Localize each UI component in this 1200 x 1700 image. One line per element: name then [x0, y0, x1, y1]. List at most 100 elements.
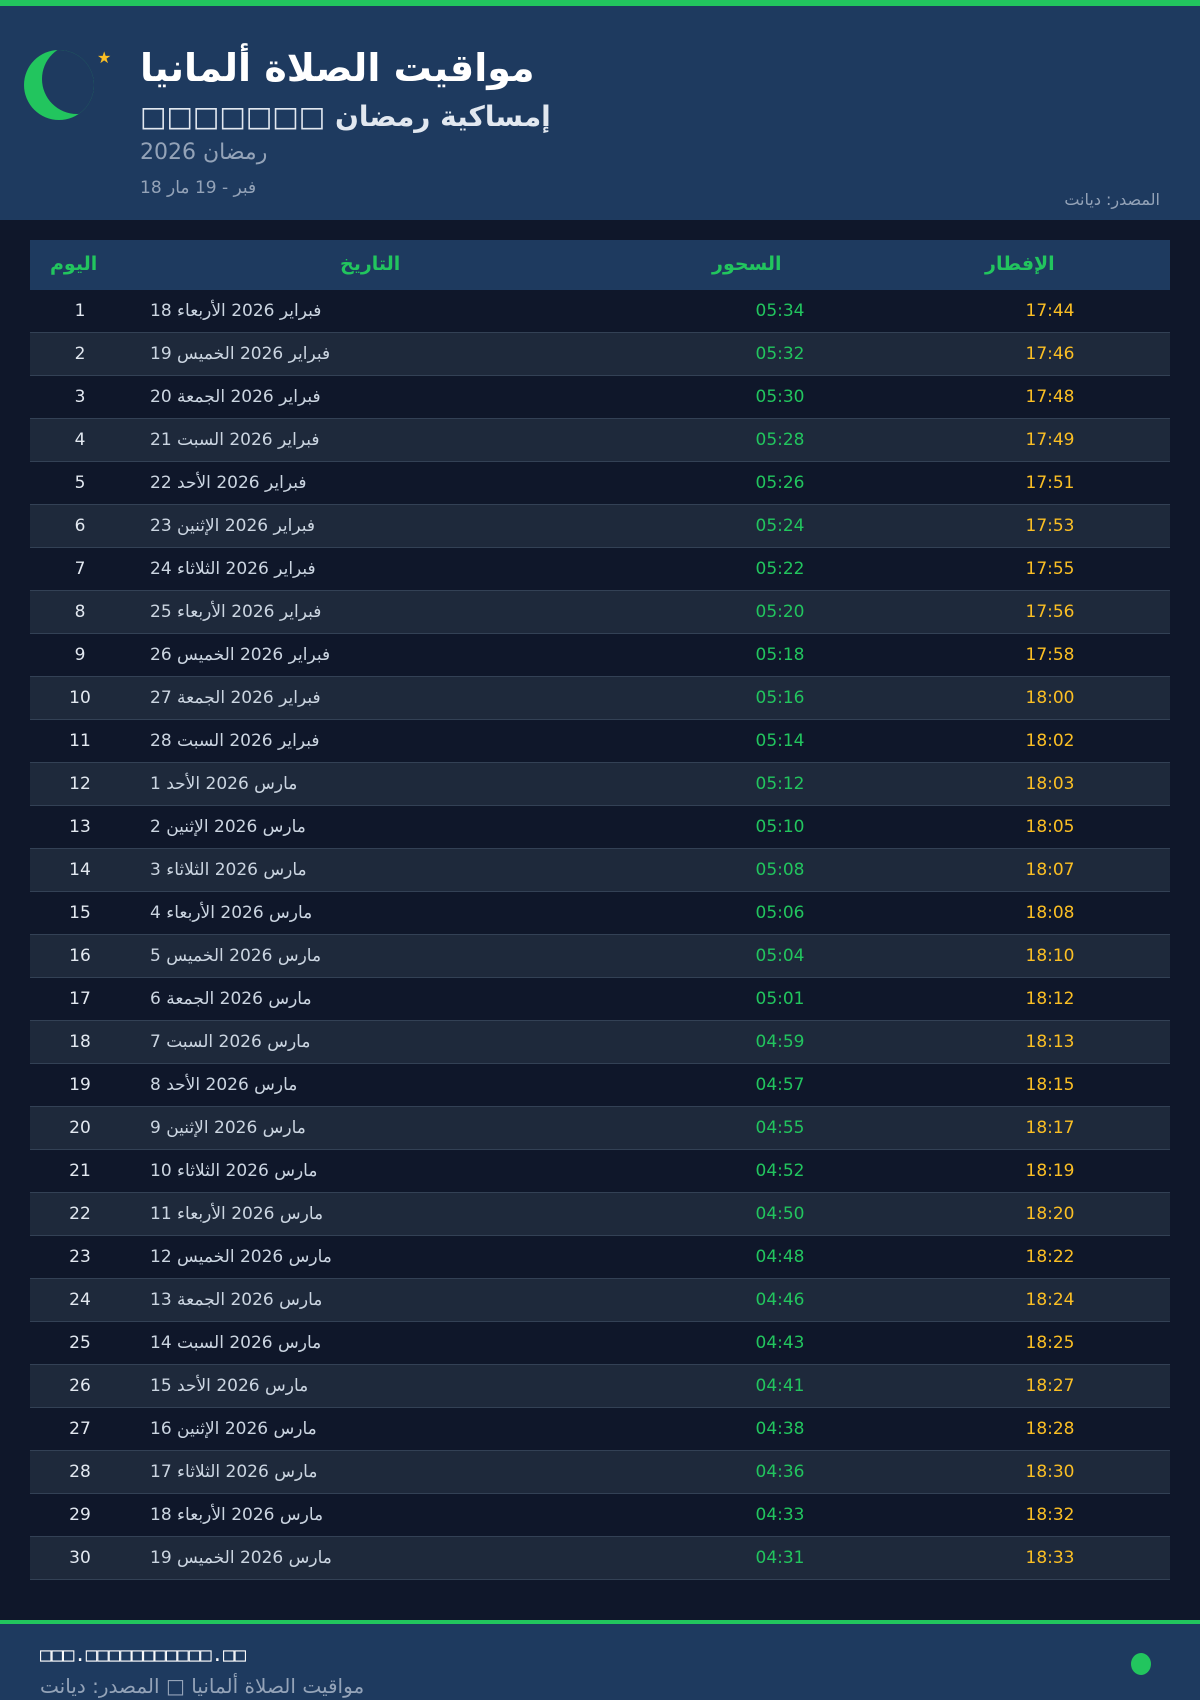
cell-suhoor: 04:38: [755, 1419, 805, 1439]
date-range: 18 فبر - 19 مار: [140, 178, 257, 198]
footer-text: مواقيت الصلاة ألمانيا □ المصدر: ديانت: [40, 1674, 365, 1698]
table-row: 5 22 فبراير 2026 الأحد 05:26 17:51: [30, 462, 1170, 505]
table-row: 4 21 فبراير 2026 السبت 05:28 17:49: [30, 419, 1170, 462]
cell-iftar: 18:20: [1025, 1204, 1075, 1224]
cell-day: 3: [74, 387, 86, 407]
cell-suhoor: 05:24: [755, 516, 805, 536]
cell-iftar: 18:27: [1025, 1376, 1075, 1396]
cell-suhoor: 05:28: [755, 430, 805, 450]
table-row: 18 7 مارس 2026 السبت 04:59 18:13: [30, 1021, 1170, 1064]
cell-iftar: 18:03: [1025, 774, 1075, 794]
source-label: المصدر: ديانت: [1064, 190, 1160, 209]
cell-suhoor: 04:48: [755, 1247, 805, 1267]
cell-date: 15 مارس 2026 الأحد: [150, 1376, 309, 1396]
cell-date: 17 مارس 2026 الثلاثاء: [150, 1462, 318, 1482]
cell-iftar: 18:00: [1025, 688, 1075, 708]
header-date: التاريخ: [340, 253, 401, 275]
cell-date: 3 مارس 2026 الثلاثاء: [150, 860, 307, 880]
top-accent-bar: [0, 0, 1200, 6]
table-row: 22 11 مارس 2026 الأربعاء 04:50 18:20: [30, 1193, 1170, 1236]
cell-day: 27: [69, 1419, 91, 1439]
table-row: 11 28 فبراير 2026 السبت 05:14 18:02: [30, 720, 1170, 763]
table-row: 29 18 مارس 2026 الأربعاء 04:33 18:32: [30, 1494, 1170, 1537]
cell-iftar: 17:49: [1025, 430, 1075, 450]
footer-accent-line: [0, 1620, 1200, 1624]
cell-date: 12 مارس 2026 الخميس: [150, 1247, 332, 1267]
cell-date: 28 فبراير 2026 السبت: [150, 731, 320, 751]
cell-day: 20: [69, 1118, 91, 1138]
cell-day: 15: [69, 903, 91, 923]
status-dot-icon: [1131, 1653, 1151, 1675]
cell-suhoor: 04:43: [755, 1333, 805, 1353]
cell-iftar: 18:33: [1025, 1548, 1075, 1568]
cell-suhoor: 04:50: [755, 1204, 805, 1224]
cell-iftar: 18:08: [1025, 903, 1075, 923]
cell-iftar: 17:58: [1025, 645, 1075, 665]
cell-iftar: 18:19: [1025, 1161, 1075, 1181]
header-day: اليوم: [50, 253, 98, 275]
cell-iftar: 17:55: [1025, 559, 1075, 579]
cell-day: 2: [74, 344, 86, 364]
cell-suhoor: 05:10: [755, 817, 805, 837]
cell-suhoor: 04:36: [755, 1462, 805, 1482]
cell-suhoor: 04:33: [755, 1505, 805, 1525]
cell-suhoor: 04:55: [755, 1118, 805, 1138]
cell-iftar: 17:53: [1025, 516, 1075, 536]
cell-suhoor: 05:16: [755, 688, 805, 708]
cell-date: 7 مارس 2026 السبت: [150, 1032, 311, 1052]
cell-date: 24 فبراير 2026 الثلاثاء: [150, 559, 316, 579]
cell-iftar: 17:51: [1025, 473, 1075, 493]
cell-suhoor: 04:41: [755, 1376, 805, 1396]
header-iftar: الإفطار: [985, 253, 1055, 275]
cell-day: 8: [74, 602, 86, 622]
cell-day: 29: [69, 1505, 91, 1525]
cell-date: 11 مارس 2026 الأربعاء: [150, 1204, 324, 1224]
cell-suhoor: 04:57: [755, 1075, 805, 1095]
table-row: 17 6 مارس 2026 الجمعة 05:01 18:12: [30, 978, 1170, 1021]
table-header: اليوم التاريخ السحور الإفطار: [30, 240, 1170, 290]
cell-day: 16: [69, 946, 91, 966]
table-row: 14 3 مارس 2026 الثلاثاء 05:08 18:07: [30, 849, 1170, 892]
cell-date: 25 فبراير 2026 الأربعاء: [150, 602, 322, 622]
cell-suhoor: 05:18: [755, 645, 805, 665]
cell-suhoor: 04:31: [755, 1548, 805, 1568]
table-row: 1 18 فبراير 2026 الأربعاء 05:34 17:44: [30, 290, 1170, 333]
cell-day: 12: [69, 774, 91, 794]
cell-day: 6: [74, 516, 86, 536]
table-row: 2 19 فبراير 2026 الخميس 05:32 17:46: [30, 333, 1170, 376]
cell-iftar: 18:28: [1025, 1419, 1075, 1439]
cell-date: 23 فبراير 2026 الإثنين: [150, 516, 315, 536]
cell-iftar: 18:30: [1025, 1462, 1075, 1482]
table-row: 12 1 مارس 2026 الأحد 05:12 18:03: [30, 763, 1170, 806]
cell-date: 10 مارس 2026 الثلاثاء: [150, 1161, 318, 1181]
cell-day: 23: [69, 1247, 91, 1267]
cell-suhoor: 05:06: [755, 903, 805, 923]
footer-url[interactable]: □□□.□□□□□□□□□□□.□□: [40, 1644, 246, 1666]
table-row: 24 13 مارس 2026 الجمعة 04:46 18:24: [30, 1279, 1170, 1322]
cell-iftar: 17:46: [1025, 344, 1075, 364]
cell-suhoor: 05:34: [755, 301, 805, 321]
cell-date: 27 فبراير 2026 الجمعة: [150, 688, 321, 708]
table-row: 23 12 مارس 2026 الخميس 04:48 18:22: [30, 1236, 1170, 1279]
cell-suhoor: 05:30: [755, 387, 805, 407]
cell-date: 18 مارس 2026 الأربعاء: [150, 1505, 324, 1525]
cell-day: 17: [69, 989, 91, 1009]
cell-iftar: 18:02: [1025, 731, 1075, 751]
table-body: 1 18 فبراير 2026 الأربعاء 05:34 17:44 2 19 فب…: [30, 290, 1170, 1580]
cell-date: 18 فبراير 2026 الأربعاء: [150, 301, 322, 321]
cell-iftar: 18:13: [1025, 1032, 1075, 1052]
cell-suhoor: 05:08: [755, 860, 805, 880]
cell-date: 2 مارس 2026 الإثنين: [150, 817, 306, 837]
table-row: 26 15 مارس 2026 الأحد 04:41 18:27: [30, 1365, 1170, 1408]
cell-date: 9 مارس 2026 الإثنين: [150, 1118, 306, 1138]
cell-iftar: 17:48: [1025, 387, 1075, 407]
cell-date: 26 فبراير 2026 الخميس: [150, 645, 331, 665]
header-suhoor: السحور: [712, 253, 782, 275]
cell-day: 25: [69, 1333, 91, 1353]
table-row: 3 20 فبراير 2026 الجمعة 05:30 17:48: [30, 376, 1170, 419]
cell-suhoor: 05:32: [755, 344, 805, 364]
table-row: 21 10 مارس 2026 الثلاثاء 04:52 18:19: [30, 1150, 1170, 1193]
cell-day: 11: [69, 731, 91, 751]
table-row: 28 17 مارس 2026 الثلاثاء 04:36 18:30: [30, 1451, 1170, 1494]
cell-iftar: 18:25: [1025, 1333, 1075, 1353]
